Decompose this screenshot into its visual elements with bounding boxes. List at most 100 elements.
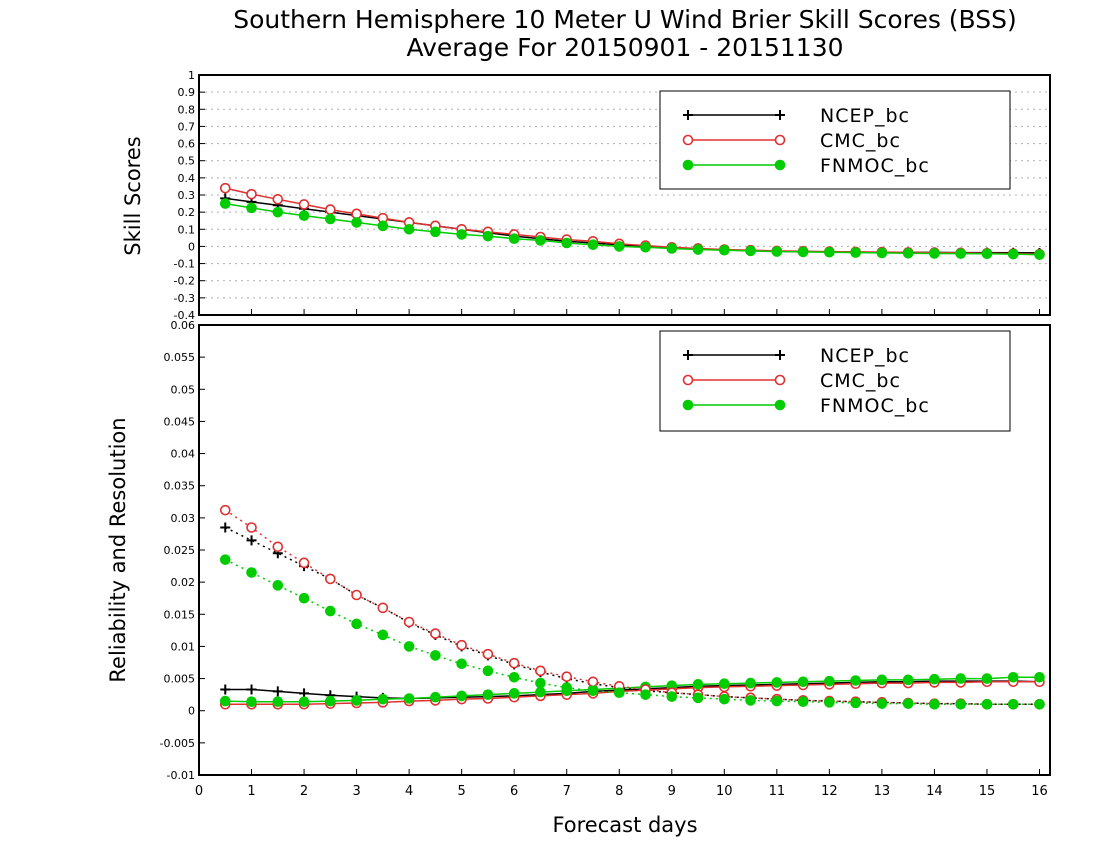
legend-marker-fnmoc-bc [774,159,786,171]
data-point-fnmoc-bc-dotted [561,682,573,693]
y-tick-label: 0.015 [164,608,196,621]
data-point-fnmoc-bc [482,230,494,242]
legend-label-cmc-bc: CMC_bc [820,370,901,392]
y-tick-label: 0 [188,705,195,718]
x-tick-label: 7 [563,784,571,799]
data-point-fnmoc-bc [902,674,914,686]
data-point-fnmoc-bc [824,246,835,258]
data-point-fnmoc-bc-dotted [377,629,389,641]
data-point-fnmoc-bc-dotted [587,685,599,697]
data-point-fnmoc-bc [508,688,520,699]
data-point-fnmoc-bc-dotted [981,698,993,710]
data-point-fnmoc-bc [929,673,940,685]
data-point-fnmoc-bc-dotted [219,554,231,565]
data-point-cmc-bc-dotted [377,602,389,614]
y-tick-label: 0.055 [164,351,196,364]
data-point-fnmoc-bc [797,246,809,258]
data-point-fnmoc-bc [219,198,231,209]
legend-label-ncep-bc: NCEP_bc [820,345,910,367]
data-point-fnmoc-bc [745,677,756,689]
data-point-fnmoc-bc-dotted [745,695,756,706]
data-point-cmc-bc [272,193,284,205]
x-tick-label: 8 [615,784,623,799]
y-tick-label: 0 [188,240,195,253]
data-point-cmc-bc-dotted [219,504,231,516]
x-tick-label: 13 [874,784,891,799]
skill-scores-ylabel: Skill Scores [121,136,145,255]
data-point-cmc-bc [246,188,257,200]
y-tick-label: 1 [188,69,195,82]
data-point-ncep-bc-dotted [220,522,231,533]
data-point-cmc-bc-dotted [482,648,494,660]
data-point-fnmoc-bc-dotted [902,698,914,709]
data-point-fnmoc-bc [876,247,888,259]
y-tick-label: 0.7 [178,120,196,133]
data-point-fnmoc-bc [246,202,257,214]
series-line-ncep-bc [225,680,1040,700]
data-point-cmc-bc-dotted [272,541,284,553]
x-tick-label: 2 [300,784,308,799]
data-point-cmc-bc-dotted [561,671,573,682]
data-point-fnmoc-bc [1034,671,1045,683]
x-axis-label: Forecast days [552,813,697,837]
x-tick-label: 0 [195,784,203,799]
legend-marker-cmc-bc [774,134,786,146]
data-point-fnmoc-bc [771,246,783,257]
y-tick-label: -0.005 [160,737,195,750]
data-point-fnmoc-bc [824,675,835,687]
data-point-fnmoc-bc [508,233,520,245]
data-point-fnmoc-bc-dotted [955,698,966,710]
data-point-fnmoc-bc-dotted [613,687,625,699]
data-point-fnmoc-bc-dotted [246,567,257,578]
x-tick-label: 9 [668,784,676,799]
reliability-resolution-panel: -0.01 -0.005 0 0.005 0.01 0.015 0.02 0.025 0.03 0… [160,319,1051,799]
data-point-fnmoc-bc [902,247,914,259]
data-point-fnmoc-bc [325,695,336,707]
data-point-fnmoc-bc [1007,248,1019,260]
x-tick-label: 16 [1031,784,1048,799]
data-point-fnmoc-bc-dotted [430,650,441,661]
chart-title: Southern Hemisphere 10 Meter U Wind Brie… [233,5,1017,34]
data-point-fnmoc-bc [377,693,389,705]
y-tick-label: -0.1 [174,258,195,271]
y-tick-label: 0.9 [178,86,196,99]
legend-marker-fnmoc-bc [682,159,694,171]
y-tick-label: 0.1 [178,223,196,236]
data-point-fnmoc-bc-dotted [640,689,651,700]
x-tick-label: 5 [458,784,466,799]
data-point-fnmoc-bc [692,244,704,255]
y-tick-label: 0.04 [171,448,196,461]
data-point-fnmoc-bc [587,239,599,251]
data-point-fnmoc-bc [298,210,310,221]
data-point-fnmoc-bc [981,248,993,260]
data-point-fnmoc-bc-dotted [771,695,783,707]
data-point-fnmoc-bc [876,674,888,686]
data-point-fnmoc-bc [219,695,231,707]
y-tick-label: 0.8 [178,103,196,116]
y-tick-label: 0.4 [178,172,196,185]
data-point-fnmoc-bc-dotted [1034,698,1045,710]
data-point-fnmoc-bc [561,237,573,249]
legend-label-ncep-bc: NCEP_bc [820,105,910,127]
y-tick-label: -0.2 [174,275,195,288]
legend-marker-ncep-bc [683,110,693,120]
data-point-fnmoc-bc [955,673,966,684]
data-point-fnmoc-bc-dotted [351,618,362,630]
y-tick-label: -0.01 [167,769,195,782]
data-point-fnmoc-bc-dotted [482,665,494,677]
legend-marker-cmc-bc [774,374,786,386]
data-point-fnmoc-bc [535,686,546,698]
x-tick-label: 6 [510,784,518,799]
data-point-fnmoc-bc [850,675,861,686]
data-point-fnmoc-bc-dotted [1007,698,1019,710]
data-point-cmc-bc-dotted [456,639,467,651]
y-tick-label: 0.025 [164,544,196,557]
legend-marker-ncep-bc [683,350,693,360]
data-point-fnmoc-bc-dotted [824,697,835,708]
data-point-fnmoc-bc [298,696,310,708]
skill-scores-panel: -0.4 -0.3 -0.2 -0.1 0 0.1 0.2 0.3 0.4 0.5 0.6 0.7 0.… [174,69,1051,322]
y-tick-label: 0.05 [171,383,196,396]
data-point-fnmoc-bc [430,226,441,238]
data-point-fnmoc-bc [1007,671,1019,683]
data-point-fnmoc-bc [719,244,730,256]
